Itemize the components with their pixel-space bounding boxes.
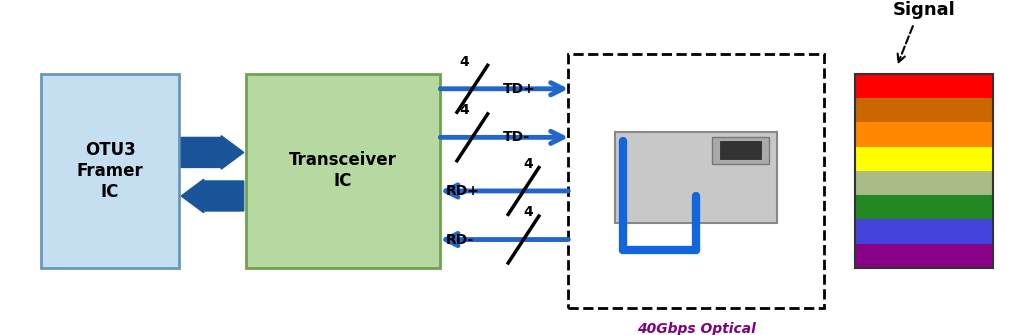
Bar <box>855 147 993 171</box>
Bar <box>246 74 440 268</box>
Text: 4: 4 <box>523 157 534 171</box>
Text: TD-: TD- <box>503 130 530 144</box>
Text: 40Gbps Optical
Module: 40Gbps Optical Module <box>637 322 756 335</box>
Bar <box>855 219 993 244</box>
Bar <box>720 141 761 159</box>
Bar <box>855 98 993 122</box>
FancyArrow shape <box>181 136 244 169</box>
Text: TD+: TD+ <box>503 82 536 96</box>
Bar <box>855 171 993 195</box>
Text: RD-: RD- <box>445 232 474 247</box>
Text: 4: 4 <box>523 205 534 219</box>
Bar <box>855 244 993 268</box>
Bar <box>855 122 993 147</box>
Bar <box>713 137 769 164</box>
Bar <box>855 195 993 219</box>
Text: 4: 4 <box>459 55 469 69</box>
Text: 4: 4 <box>459 103 469 117</box>
Text: Optical
Signal: Optical Signal <box>889 0 959 19</box>
Text: OTU3
Framer
IC: OTU3 Framer IC <box>77 141 143 201</box>
Bar <box>855 74 993 268</box>
Text: Transceiver
IC: Transceiver IC <box>289 151 397 190</box>
Text: RD+: RD+ <box>445 184 479 198</box>
Bar <box>855 74 993 98</box>
Bar <box>41 74 179 268</box>
Bar <box>615 132 777 223</box>
FancyArrow shape <box>181 179 244 213</box>
Bar <box>568 54 824 308</box>
